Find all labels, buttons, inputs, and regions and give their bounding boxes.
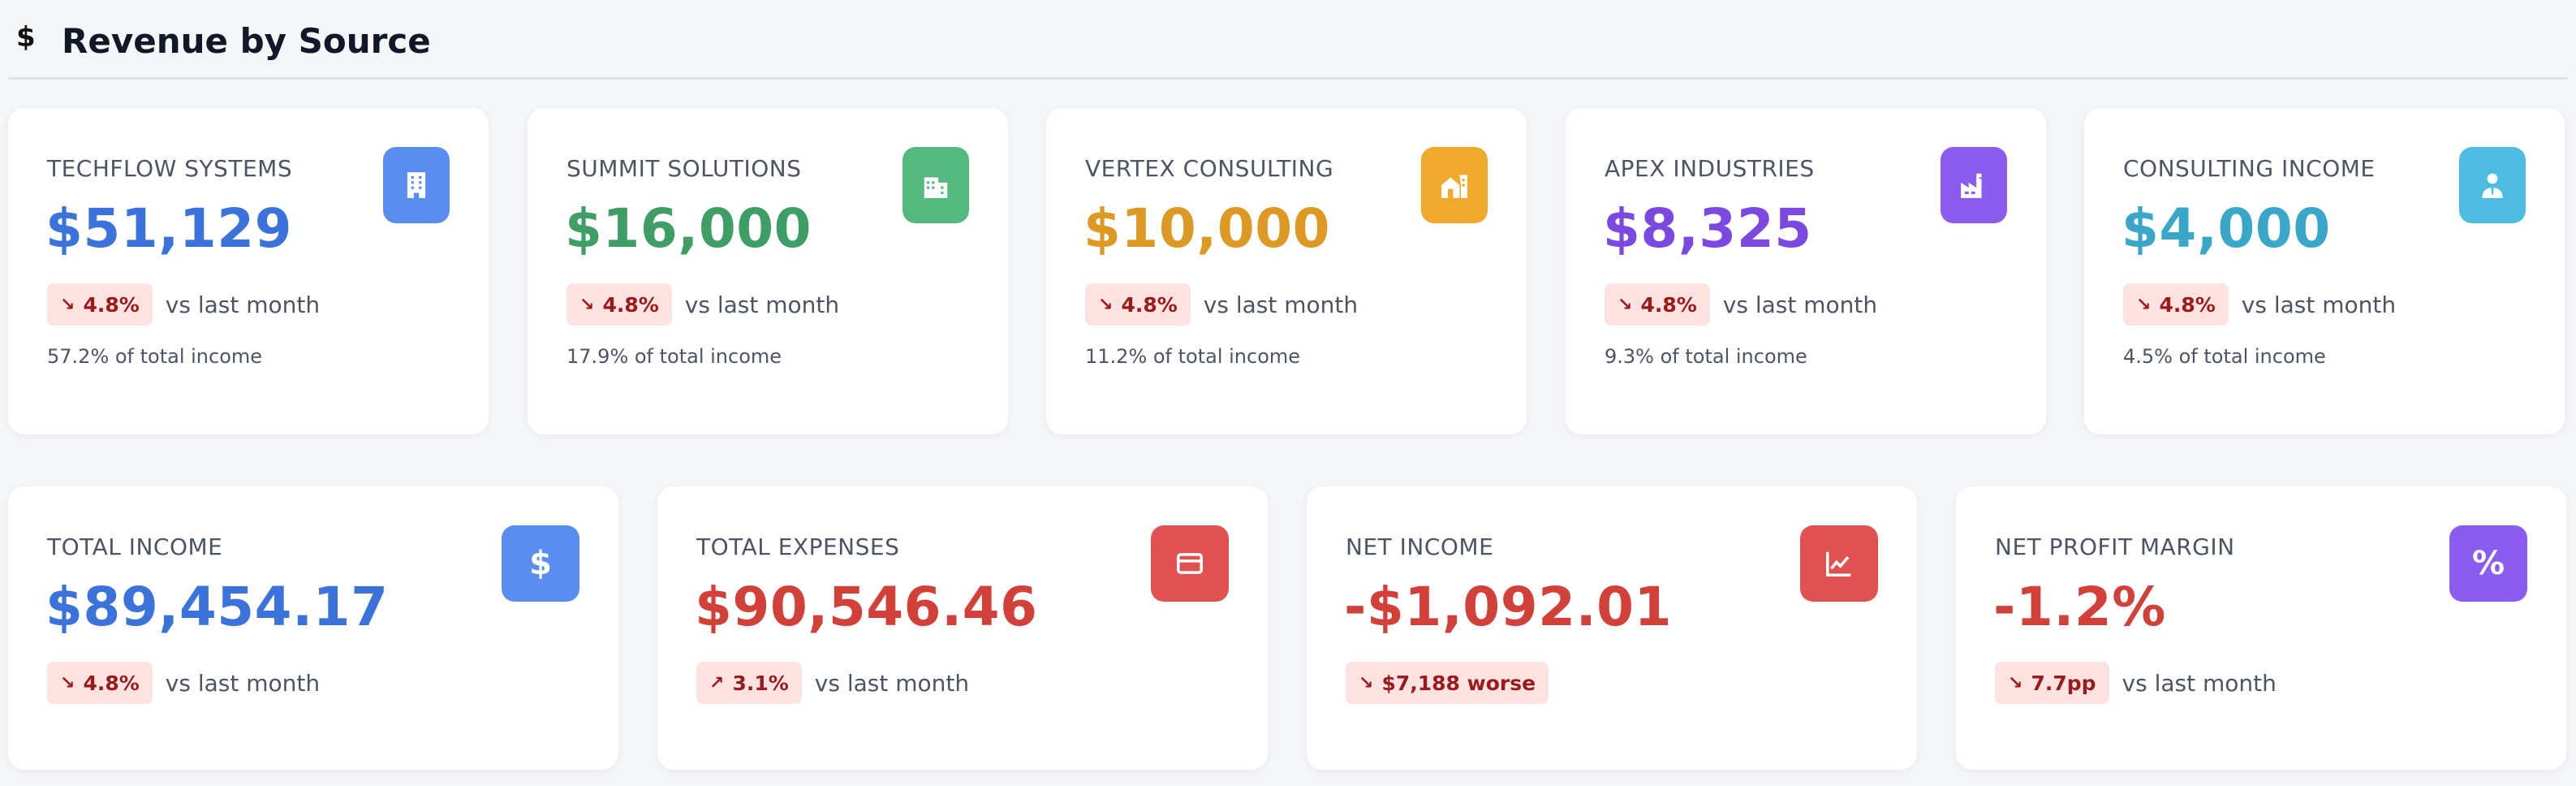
trend-value: 4.8% bbox=[1640, 292, 1697, 317]
trend-value: 4.8% bbox=[83, 292, 140, 317]
summary-card-net-income[interactable]: NET INCOME -$1,092.01 ↘ $7,188 worse bbox=[1307, 486, 1917, 770]
section-header: $ Revenue by Source bbox=[8, 16, 2568, 80]
card-label: APEX INDUSTRIES bbox=[1605, 155, 1815, 182]
card-value: $90,546.46 bbox=[695, 576, 1038, 638]
card-label: CONSULTING INCOME bbox=[2123, 155, 2376, 182]
dollar-icon: $ bbox=[502, 525, 579, 602]
trend-badge: ↘ 4.8% bbox=[1605, 283, 1710, 326]
trend-row: ↘ 4.8% vs last month bbox=[1605, 283, 1877, 326]
trend-value: 3.1% bbox=[732, 671, 789, 695]
trend-row: ↗ 3.1% vs last month bbox=[696, 662, 969, 704]
trend-caption: vs last month bbox=[814, 669, 970, 697]
card-label: VERTEX CONSULTING bbox=[1085, 155, 1334, 182]
trend-row: ↘ 4.8% vs last month bbox=[566, 283, 839, 326]
trend-caption: vs last month bbox=[165, 669, 321, 697]
trend-value: 7.7pp bbox=[2031, 671, 2096, 695]
building-icon bbox=[383, 147, 450, 223]
summary-card-total-expenses[interactable]: TOTAL EXPENSES $90,546.46 ↗ 3.1% vs last … bbox=[657, 486, 1268, 770]
source-card-techflow[interactable]: TECHFLOW SYSTEMS $51,129 ↘ 4.8% vs last m… bbox=[8, 108, 489, 434]
trend-badge: ↘ 4.8% bbox=[2123, 283, 2229, 326]
card-label: SUMMIT SOLUTIONS bbox=[566, 155, 802, 182]
card-value: -$1,092.01 bbox=[1344, 576, 1672, 638]
trend-caption: vs last month bbox=[684, 291, 840, 318]
income-share: 9.3% of total income bbox=[1605, 345, 1807, 368]
trend-down-icon: ↘ bbox=[2136, 294, 2152, 315]
trend-row: ↘ 4.8% vs last month bbox=[47, 662, 320, 704]
trend-down-icon: ↘ bbox=[1618, 294, 1633, 315]
trend-badge: ↘ $7,188 worse bbox=[1346, 662, 1549, 704]
trend-caption: vs last month bbox=[2241, 291, 2397, 318]
trend-badge: ↘ 4.8% bbox=[1085, 283, 1191, 326]
trend-down-icon: ↘ bbox=[1098, 294, 1114, 315]
income-share: 17.9% of total income bbox=[566, 345, 782, 368]
office-building-icon bbox=[902, 147, 969, 223]
trend-badge: ↘ 7.7pp bbox=[1995, 662, 2109, 704]
trend-up-icon: ↗ bbox=[709, 672, 725, 693]
card-label: TOTAL EXPENSES bbox=[696, 533, 900, 560]
source-card-summit[interactable]: SUMMIT SOLUTIONS $16,000 ↘ 4.8% vs last m… bbox=[528, 108, 1008, 434]
trend-value: $7,188 worse bbox=[1381, 671, 1536, 695]
trend-row: ↘ 4.8% vs last month bbox=[2123, 283, 2396, 326]
trend-badge: ↘ 4.8% bbox=[566, 283, 672, 326]
trend-caption: vs last month bbox=[2122, 669, 2277, 697]
card-label: TOTAL INCOME bbox=[47, 533, 223, 560]
income-share: 4.5% of total income bbox=[2123, 345, 2326, 368]
trend-down-icon: ↘ bbox=[60, 672, 75, 693]
house-building-icon bbox=[1421, 147, 1488, 223]
trend-badge: ↗ 3.1% bbox=[696, 662, 802, 704]
percent-icon: % bbox=[2449, 525, 2527, 602]
source-card-vertex[interactable]: VERTEX CONSULTING $10,000 ↘ 4.8% vs last … bbox=[1046, 108, 1527, 434]
income-share: 11.2% of total income bbox=[1085, 345, 1301, 368]
trend-badge: ↘ 4.8% bbox=[47, 662, 153, 704]
user-tie-icon bbox=[2459, 147, 2526, 223]
trend-caption: vs last month bbox=[1722, 291, 1878, 318]
trend-value: 4.8% bbox=[83, 671, 140, 695]
card-label: NET PROFIT MARGIN bbox=[1995, 533, 2235, 560]
summary-card-net-profit-margin[interactable]: NET PROFIT MARGIN -1.2% % ↘ 7.7pp vs last… bbox=[1956, 486, 2566, 770]
trend-value: 4.8% bbox=[1121, 292, 1178, 317]
trend-badge: ↘ 4.8% bbox=[47, 283, 153, 326]
trend-row: ↘ $7,188 worse bbox=[1346, 662, 1549, 704]
card-value: $51,129 bbox=[45, 197, 293, 260]
income-share: 57.2% of total income bbox=[47, 345, 263, 368]
trend-caption: vs last month bbox=[1203, 291, 1359, 318]
card-value: $16,000 bbox=[565, 197, 812, 260]
trend-down-icon: ↘ bbox=[2008, 672, 2023, 693]
trend-value: 4.8% bbox=[602, 292, 659, 317]
trend-row: ↘ 4.8% vs last month bbox=[1085, 283, 1358, 326]
trend-row: ↘ 7.7pp vs last month bbox=[1995, 662, 2277, 704]
source-card-apex[interactable]: APEX INDUSTRIES $8,325 ↘ 4.8% vs last mon… bbox=[1566, 108, 2046, 434]
trend-value: 4.8% bbox=[2159, 292, 2216, 317]
card-value: -1.2% bbox=[1993, 576, 2166, 638]
trend-down-icon: ↘ bbox=[1359, 672, 1374, 693]
card-label: NET INCOME bbox=[1346, 533, 1494, 560]
card-label: TECHFLOW SYSTEMS bbox=[47, 155, 293, 182]
line-chart-icon bbox=[1800, 525, 1878, 602]
summary-card-total-income[interactable]: TOTAL INCOME $89,454.17 $ ↘ 4.8% vs last … bbox=[8, 486, 618, 770]
trend-caption: vs last month bbox=[165, 291, 321, 318]
card-value: $4,000 bbox=[2122, 197, 2331, 260]
source-card-consulting[interactable]: CONSULTING INCOME $4,000 ↘ 4.8% vs last m… bbox=[2084, 108, 2565, 434]
trend-down-icon: ↘ bbox=[60, 294, 75, 315]
card-value: $8,325 bbox=[1603, 197, 1812, 260]
factory-icon bbox=[1941, 147, 2007, 223]
card-value: $10,000 bbox=[1083, 197, 1331, 260]
section-title: Revenue by Source bbox=[62, 21, 431, 61]
trend-row: ↘ 4.8% vs last month bbox=[47, 283, 320, 326]
card-value: $89,454.17 bbox=[45, 576, 389, 638]
trend-down-icon: ↘ bbox=[579, 294, 595, 315]
dollar-icon: $ bbox=[16, 21, 36, 54]
credit-card-icon bbox=[1151, 525, 1229, 602]
